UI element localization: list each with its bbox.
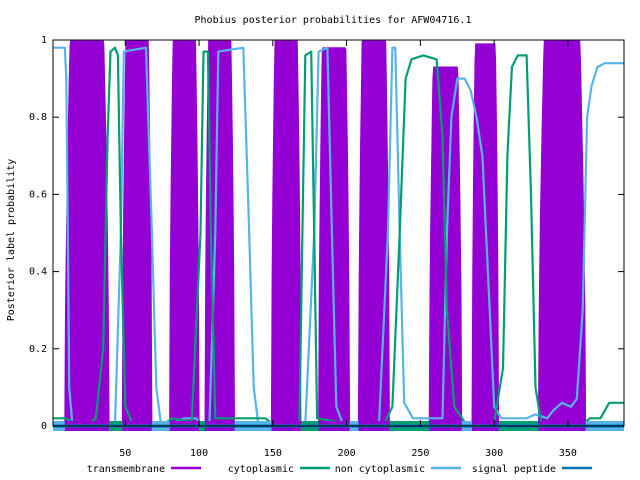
x-tick-label-0: 50	[119, 448, 131, 459]
legend: transmembrane cytoplasmic non cytoplasmic s…	[87, 464, 592, 475]
x-tick-label-2: 150	[264, 448, 282, 459]
x-tick-label-3: 200	[338, 448, 356, 459]
legend-label-3: non cytoplasmic	[335, 464, 425, 475]
transmembrane-region-1	[64, 39, 110, 427]
y-axis-label: Posterior label probability	[6, 159, 17, 322]
transmembrane-region-6	[318, 47, 351, 427]
transmembrane-region-7	[357, 39, 390, 427]
y-tick-label-1: 0.2	[29, 344, 47, 355]
legend-label-1: transmembrane	[87, 464, 165, 475]
x-tick-label-5: 300	[485, 448, 503, 459]
transmembrane-region-5	[270, 39, 302, 427]
y-tick-label-4: 0.8	[29, 112, 47, 123]
plot-frame	[52, 39, 625, 427]
y-tick-label-3: 0.6	[29, 189, 47, 200]
legend-label-4: signal peptide	[472, 464, 556, 475]
x-tick-label-1: 100	[190, 448, 208, 459]
chart-title: Phobius posterior probabilities for AFW0…	[195, 15, 472, 26]
legend-label-2: cytoplasmic	[228, 464, 294, 475]
cytoplasmic-line	[53, 46, 624, 426]
x-tick-label-6: 350	[559, 448, 577, 459]
y-tick-label-5: 1	[41, 35, 47, 46]
y-tick-label-2: 0.4	[29, 267, 47, 278]
x-tick-label-4: 250	[411, 448, 429, 459]
y-tick-label-0: 0	[41, 421, 47, 432]
